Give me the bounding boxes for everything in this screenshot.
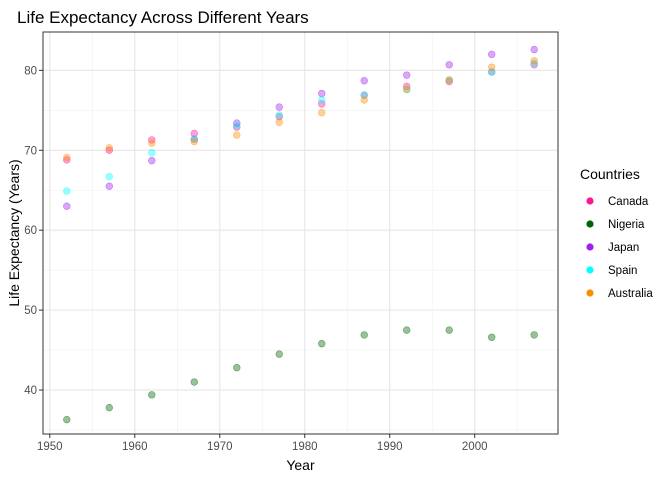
y-tick-label: 80 — [24, 65, 37, 77]
data-point-australia — [530, 57, 538, 65]
data-point-japan — [318, 89, 326, 98]
x-axis-title: Year — [286, 457, 315, 473]
y-tick-label: 60 — [24, 225, 37, 237]
x-tick-label: 1970 — [207, 441, 233, 453]
y-axis-title: Life Expectancy (Years) — [6, 159, 22, 306]
data-point-canada — [275, 113, 283, 121]
data-point-spain — [63, 187, 71, 195]
data-point-spain — [275, 111, 283, 119]
legend-key-australia — [586, 289, 594, 297]
data-point-nigeria — [148, 391, 156, 399]
data-point-canada — [233, 123, 241, 131]
axes: 1950 1960 1970 1980 1990 2000 40 50 60 70 80 — [24, 65, 487, 453]
panel-border — [42, 31, 559, 435]
data-point-nigeria — [275, 350, 283, 358]
x-tick-label: 1960 — [122, 441, 148, 453]
legend-key-spain — [586, 266, 594, 274]
x-tick-label: 2000 — [462, 441, 488, 453]
data-point-nigeria — [190, 378, 198, 386]
legend-label-spain: Spain — [608, 265, 637, 277]
data-point-japan — [148, 156, 156, 165]
data-point-nigeria — [403, 326, 411, 334]
data-point-australia — [190, 137, 198, 146]
legend-label-canada: Canada — [608, 196, 649, 208]
data-point-japan — [275, 103, 283, 111]
legend-key-japan — [586, 243, 594, 251]
data-point-nigeria — [318, 339, 326, 348]
data-point-australia — [360, 96, 368, 104]
data-point-nigeria — [105, 403, 113, 412]
data-point-australia — [105, 144, 113, 152]
data-point-japan — [105, 182, 113, 190]
data-point-japan — [360, 77, 368, 85]
y-tick-label: 70 — [24, 145, 37, 157]
data-point-japan — [488, 50, 496, 59]
data-point-spain — [318, 96, 326, 104]
data-point-australia — [488, 63, 496, 71]
data-point-japan — [403, 71, 411, 79]
data-point-canada — [105, 146, 113, 154]
data-point-canada — [190, 129, 198, 138]
data-point-japan — [63, 202, 71, 210]
legend-title: Countries — [580, 166, 640, 182]
data-point-spain — [233, 121, 241, 130]
data-point-australia — [148, 139, 156, 147]
data-point-japan — [445, 61, 453, 69]
data-point-nigeria — [445, 326, 453, 334]
x-tick-label: 1990 — [377, 441, 403, 453]
legend-label-nigeria: Nigeria — [608, 219, 645, 231]
legend-key-nigeria — [586, 220, 594, 228]
data-point-australia — [233, 131, 241, 139]
data-point-canada — [445, 77, 453, 86]
chart-title: Life Expectancy Across Different Years — [17, 8, 309, 27]
y-tick-label: 40 — [24, 385, 37, 397]
data-point-spain — [530, 59, 538, 67]
y-tick-label: 50 — [24, 305, 37, 317]
legend-key-canada — [586, 197, 594, 205]
data-point-nigeria — [63, 415, 71, 424]
x-tick-label: 1980 — [292, 441, 318, 453]
data-point-canada — [63, 156, 71, 164]
data-point-spain — [190, 135, 198, 143]
data-point-spain — [105, 172, 113, 181]
legend-label-japan: Japan — [608, 242, 639, 254]
data-point-spain — [148, 148, 156, 157]
data-point-australia — [318, 109, 326, 117]
legend-label-australia: Australia — [608, 288, 653, 300]
x-tick-label: 1950 — [37, 441, 63, 453]
data-point-australia — [275, 118, 283, 127]
legend: Countries Canada Nigeria Japan Spain Austral… — [580, 166, 653, 300]
data-point-japan — [530, 45, 538, 54]
data-point-australia — [445, 76, 453, 84]
data-point-nigeria — [360, 331, 368, 339]
data-point-nigeria — [530, 331, 538, 339]
data-point-australia — [403, 85, 411, 94]
grid — [43, 32, 558, 434]
data-point-nigeria — [233, 363, 241, 372]
data-point-japan — [233, 119, 241, 127]
data-point-nigeria — [488, 333, 496, 341]
data-points — [63, 45, 538, 424]
data-point-australia — [63, 153, 71, 162]
data-point-canada — [530, 61, 538, 69]
data-point-canada — [318, 100, 326, 108]
